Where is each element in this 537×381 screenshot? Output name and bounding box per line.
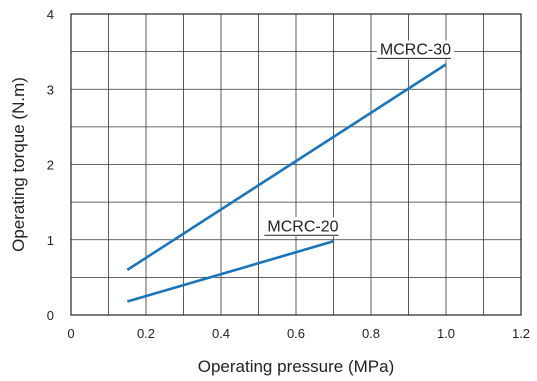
x-tick-label: 0.6 [287,326,305,341]
tick-labels: 0 0.2 0.4 0.6 0.8 1.0 1.2 0 1 2 3 4 [47,7,530,341]
series-labels: MCRC-30 MCRC-20 [264,40,455,237]
y-tick-label: 0 [47,308,54,323]
series-label-mcrc-20: MCRC-20 [267,218,338,235]
x-tick-label: 0.8 [362,326,380,341]
series-label-group: MCRC-20 [264,217,342,237]
x-tick-label: 1.2 [512,326,530,341]
series-line-mcrc-20 [126,240,334,303]
x-axis-title: Operating pressure (MPa) [198,357,395,376]
y-tick-label: 1 [47,233,54,248]
y-tick-label: 2 [47,158,54,173]
x-tick-label: 0 [67,326,74,341]
series-lines [126,63,447,303]
plot-frame [70,13,522,316]
series-line-mcrc-30 [126,63,447,271]
series-label-background [376,40,455,60]
x-tick-label: 1.0 [437,326,455,341]
y-tick-label: 4 [47,7,54,22]
series-label-group: MCRC-30 [376,40,455,60]
x-tick-label: 0.2 [137,326,155,341]
series-label-mcrc-30: MCRC-30 [380,41,451,58]
y-tick-label: 3 [47,82,54,97]
series-label-background [264,217,342,237]
grid [71,14,521,315]
y-axis-title: Operating torque (N.m) [9,77,28,252]
x-tick-label: 0.4 [212,326,230,341]
